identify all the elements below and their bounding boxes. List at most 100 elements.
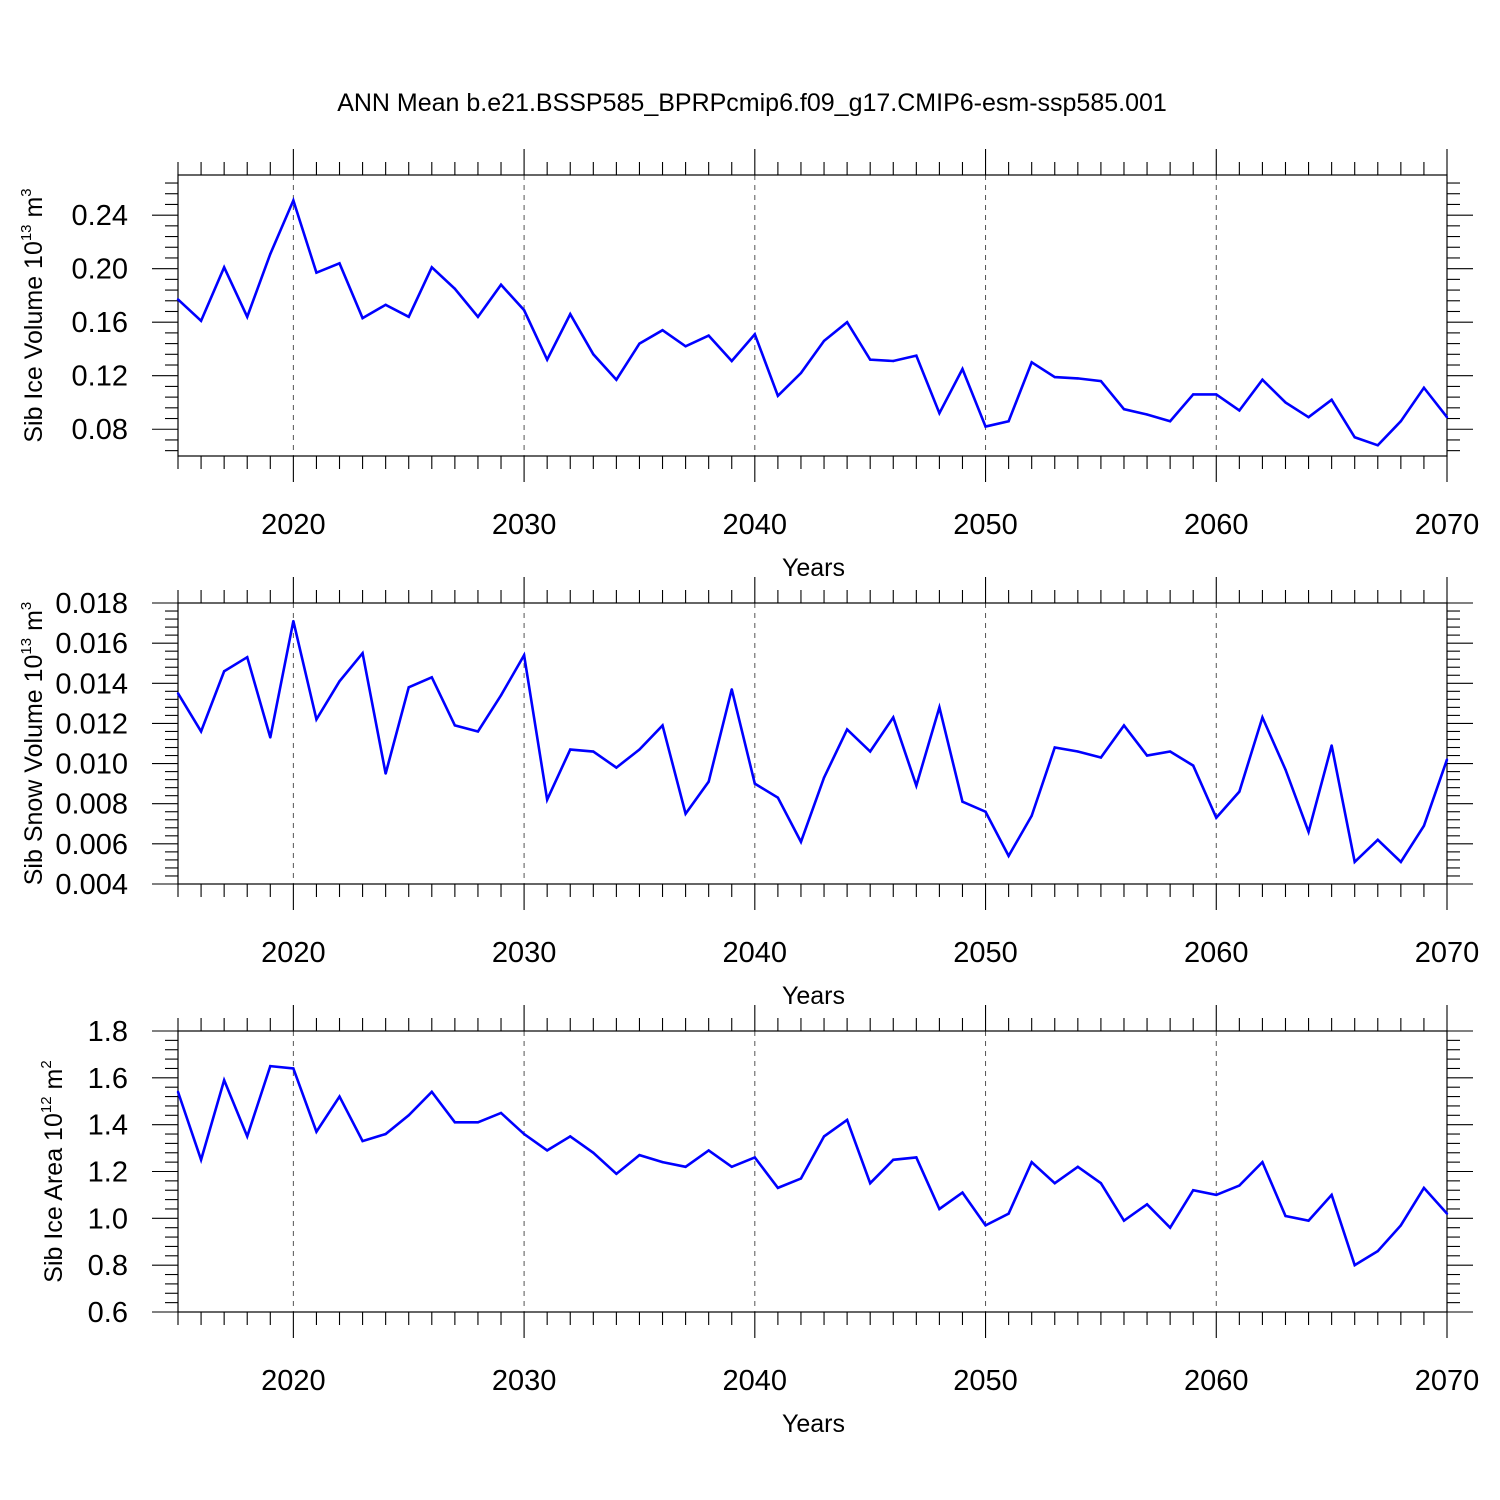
- y-axis-label-unit-exponent: 3: [18, 188, 35, 196]
- data-point: [799, 840, 803, 844]
- data-point: [592, 750, 595, 753]
- data-point: [522, 653, 526, 657]
- data-point: [915, 1156, 918, 1159]
- data-point: [892, 359, 895, 363]
- y-tick-label: 0.016: [55, 628, 128, 660]
- data-point: [1168, 750, 1172, 753]
- series-line: [177, 196, 1449, 447]
- panel-1: 2020 2030 2040 2050 2060 2070 Years 0.08 0.12 0.1…: [18, 149, 1479, 582]
- data-point: [938, 411, 941, 415]
- data-point: [1422, 824, 1426, 827]
- data-point: [199, 1158, 203, 1161]
- data-point: [430, 676, 433, 679]
- data-point: [315, 271, 318, 274]
- data-point: [1192, 764, 1195, 767]
- y-tick-label: 0.20: [72, 254, 128, 286]
- data-point: [707, 334, 710, 337]
- data-point: [1376, 444, 1379, 447]
- data-point: [361, 651, 364, 655]
- data-point: [269, 736, 272, 739]
- data-point: [315, 718, 318, 721]
- data-point: [338, 680, 341, 683]
- data-point: [1284, 768, 1287, 771]
- data-point: [1215, 816, 1218, 819]
- series-line: [176, 1064, 1448, 1268]
- x-tick-label: 2050: [953, 509, 1018, 541]
- data-point: [476, 1121, 480, 1124]
- data-point: [246, 655, 249, 659]
- data-point: [1076, 377, 1080, 380]
- data-point: [384, 772, 387, 775]
- data-point: [545, 798, 549, 801]
- data-point: [1261, 716, 1264, 719]
- data-point: [384, 303, 387, 306]
- data-point: [545, 358, 549, 361]
- y-tick-label: 0.6: [88, 1297, 128, 1329]
- y-tick-label: 0.008: [55, 789, 128, 821]
- data-point: [707, 1149, 710, 1152]
- y-axis-label-text: Sib Ice Area 10: [40, 1113, 68, 1283]
- data-point: [1053, 746, 1056, 749]
- data-point: [1238, 1184, 1241, 1187]
- data-point: [1261, 378, 1264, 381]
- data-point: [1399, 860, 1403, 864]
- data-point: [1445, 1212, 1449, 1215]
- data-point: [822, 339, 826, 343]
- data-point: [753, 333, 757, 336]
- data-point: [1238, 409, 1241, 412]
- data-point: [1353, 1263, 1356, 1267]
- y-tick-label: 1.8: [88, 1016, 128, 1048]
- data-point: [1330, 744, 1333, 747]
- y-tick-label: 1.6: [88, 1063, 128, 1095]
- data-point: [430, 1090, 433, 1094]
- y-axis-label-text: Sib Ice Volume 10: [20, 241, 48, 443]
- data-point: [1076, 1165, 1080, 1169]
- data-point: [684, 1165, 687, 1169]
- data-point: [753, 782, 757, 785]
- data-point: [892, 716, 895, 719]
- data-point: [776, 1186, 780, 1190]
- data-point: [222, 1078, 226, 1082]
- y-axis-label-exponent: 12: [38, 1096, 55, 1113]
- panel-2: 2020 2030 2040 2050 2060 2070 Years 0.004 0.006 0…: [18, 577, 1479, 1010]
- x-tick-label: 2040: [723, 1365, 788, 1397]
- data-point: [453, 724, 457, 727]
- data-point: [1238, 790, 1241, 793]
- data-point: [1007, 420, 1010, 423]
- data-point: [384, 1132, 387, 1136]
- data-point: [707, 780, 710, 783]
- data-point: [822, 776, 826, 779]
- data-point: [845, 728, 849, 731]
- data-point: [1145, 413, 1149, 416]
- data-point: [638, 1153, 641, 1157]
- y-tick-label: 0.010: [55, 749, 128, 781]
- data-point: [569, 748, 572, 751]
- series-line: [176, 620, 1449, 865]
- data-point: [292, 619, 295, 623]
- x-tick-label: 2070: [1415, 1365, 1480, 1397]
- data-point: [638, 342, 641, 345]
- data-point: [1168, 1226, 1172, 1229]
- data-point: [868, 750, 872, 753]
- data-point: [176, 1090, 180, 1094]
- data-point: [1099, 756, 1103, 759]
- data-point: [730, 1165, 733, 1169]
- data-point: [199, 730, 203, 733]
- data-point: [1284, 1214, 1287, 1218]
- data-point: [499, 283, 503, 286]
- data-point: [407, 686, 410, 689]
- data-point: [961, 800, 964, 803]
- data-point: [315, 1130, 318, 1133]
- data-point: [246, 315, 249, 319]
- data-point: [1330, 398, 1333, 401]
- y-axis-label: Sib Snow Volume 1013 m3: [18, 602, 48, 886]
- data-point: [1422, 1186, 1426, 1190]
- data-point: [1330, 1193, 1333, 1197]
- data-point: [269, 1064, 272, 1068]
- data-point: [407, 315, 410, 319]
- data-point: [661, 724, 664, 727]
- data-point: [338, 1095, 341, 1098]
- x-tick-label: 2050: [953, 1365, 1018, 1397]
